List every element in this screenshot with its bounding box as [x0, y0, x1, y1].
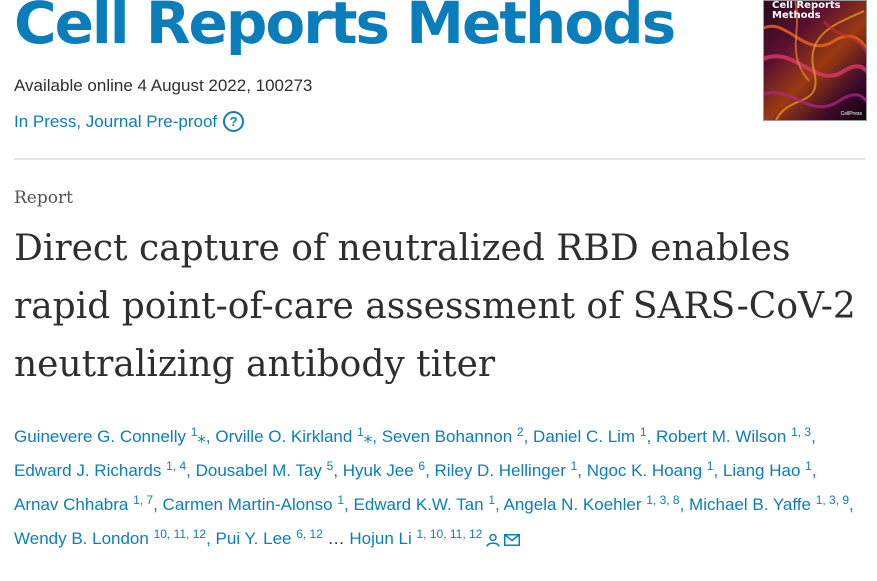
email-icon[interactable] [504, 534, 521, 546]
author-affiliation-sup[interactable]: 10, 11, 12 [153, 527, 207, 541]
author-affiliation-sup[interactable]: 1, 3, 9 [815, 493, 850, 507]
author-link[interactable]: Edward J. Richards 1, 4 [14, 459, 187, 480]
author-affiliation-sup[interactable]: 1 [488, 493, 495, 507]
author-name[interactable]: Michael B. Yaffe [689, 495, 811, 514]
in-press-status[interactable]: In Press, Journal Pre-proof ? [14, 111, 245, 132]
corresponding-author-mark[interactable]: ⁎ [363, 427, 373, 446]
author-link[interactable]: Hyuk Jee 6 [342, 459, 426, 480]
journal-title[interactable]: Cell Reports Methods [14, 0, 676, 57]
author-name[interactable]: Pui Y. Lee [215, 529, 292, 548]
author-name[interactable]: Orville O. Kirkland [215, 427, 353, 446]
author-name[interactable]: Wendy B. London [14, 529, 149, 548]
author-link[interactable]: Arnav Chhabra 1, 7 [14, 493, 154, 514]
author-affiliation-sup[interactable]: 6 [418, 459, 426, 473]
journal-cover-image[interactable]: Cell Reports Methods CellPress [763, 0, 867, 121]
contact-icons [486, 533, 521, 547]
author-affiliation-sup[interactable]: 6, 12 [296, 527, 323, 541]
author-affiliation-sup[interactable]: 1 [706, 459, 714, 473]
author-name[interactable]: Arnav Chhabra [14, 495, 129, 514]
author-link[interactable]: Seven Bohannon 2 [381, 425, 524, 446]
author-affiliation-sup[interactable]: 1 [357, 425, 364, 439]
question-circle-icon[interactable]: ? [223, 111, 245, 132]
article-type: Report [14, 188, 73, 208]
author-name[interactable]: Dousabel M. Tay [195, 461, 322, 480]
author-affiliation-sup[interactable]: 1, 4 [166, 459, 187, 473]
journal-masthead[interactable]: Cell Reports Methods [14, 0, 676, 57]
author-link[interactable]: Ngoc K. Hoang 1 [586, 459, 714, 480]
author-affiliation-sup[interactable]: 1 [805, 459, 812, 473]
person-icon[interactable] [486, 533, 501, 547]
author-list: Guinevere G. Connelly 1⁎, Orville O. Kir… [14, 425, 854, 548]
availability-text: Available online 4 August 2022, 100273 [14, 76, 313, 95]
author-name[interactable]: Edward J. Richards [14, 461, 162, 480]
author-link[interactable]: Michael B. Yaffe 1, 3, 9 [689, 493, 850, 514]
author-name[interactable]: Guinevere G. Connelly [14, 427, 186, 446]
author-name[interactable]: Seven Bohannon [381, 427, 513, 446]
author-link[interactable]: Dousabel M. Tay 5 [195, 459, 334, 480]
author-affiliation-sup[interactable]: 1 [570, 459, 578, 473]
author-link[interactable]: Wendy B. London 10, 11, 12 [14, 527, 207, 548]
author-link[interactable]: Riley D. Hellinger 1 [434, 459, 578, 480]
author-name[interactable]: Robert M. Wilson [655, 427, 787, 446]
cover-artwork [764, 1, 866, 120]
cover-title: Cell Reports Methods [772, 0, 841, 21]
author-affiliation-sup[interactable]: 2 [516, 425, 524, 439]
author-link[interactable]: Carmen Martin-Alonso 1 [162, 493, 345, 514]
header-divider [14, 158, 865, 160]
author-link[interactable]: Orville O. Kirkland 1⁎ [215, 425, 373, 446]
cover-publisher: CellPress [840, 111, 862, 117]
author-name[interactable]: Carmen Martin-Alonso [162, 495, 333, 514]
article-title: Direct capture of neutralized RBD enable… [14, 228, 856, 385]
author-affiliation-sup[interactable]: 1, 3 [791, 425, 812, 439]
author-link[interactable]: Hojun Li 1, 10, 11, 12 [349, 527, 483, 548]
author-affiliation-sup[interactable]: 1, 10, 11, 12 [416, 527, 483, 541]
author-name[interactable]: Daniel C. Lim [533, 427, 636, 446]
author-name[interactable]: Hojun Li [349, 529, 412, 548]
author-name[interactable]: Liang Hao [722, 461, 801, 480]
author-affiliation-sup[interactable]: 1 [190, 425, 198, 439]
author-link[interactable]: Guinevere G. Connelly 1⁎ [14, 425, 206, 446]
in-press-label[interactable]: In Press, Journal Pre-proof [14, 111, 218, 131]
author-affiliation-sup[interactable]: 1 [337, 493, 345, 507]
author-name[interactable]: Angela N. Koehler [503, 495, 642, 514]
author-affiliation-sup[interactable]: 1, 7 [133, 493, 154, 507]
author-link[interactable]: Robert M. Wilson 1, 3 [655, 425, 812, 446]
author-name[interactable]: Ngoc K. Hoang [586, 461, 703, 480]
author-link[interactable]: Edward K.W. Tan 1 [353, 493, 495, 514]
author-affiliation-sup[interactable]: 1 [639, 425, 647, 439]
author-affiliation-sup[interactable]: 5 [326, 459, 334, 473]
corresponding-author-mark[interactable]: ⁎ [197, 427, 206, 446]
author-name[interactable]: Riley D. Hellinger [434, 461, 566, 480]
author-name[interactable]: Edward K.W. Tan [353, 495, 484, 514]
author-link[interactable]: Angela N. Koehler 1, 3, 8 [503, 493, 680, 514]
authors-ellipsis[interactable]: … [327, 529, 345, 548]
author-link[interactable]: Daniel C. Lim 1 [533, 425, 647, 446]
author-name[interactable]: Hyuk Jee [342, 461, 414, 480]
author-link[interactable]: Pui Y. Lee 6, 12 [215, 527, 323, 548]
author-affiliation-sup[interactable]: 1, 3, 8 [646, 493, 680, 507]
author-link[interactable]: Liang Hao 1 [722, 459, 812, 480]
